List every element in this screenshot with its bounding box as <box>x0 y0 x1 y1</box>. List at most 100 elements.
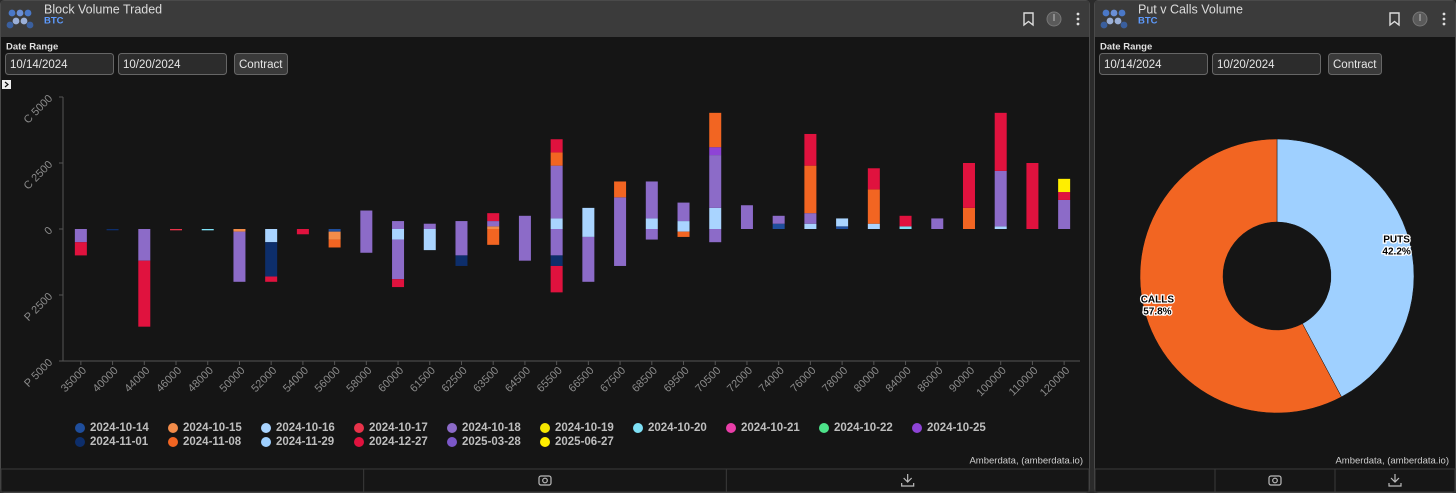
date-input[interactable] <box>1099 53 1208 75</box>
put-segment <box>74 242 87 256</box>
expand-toggle[interactable] <box>2 80 11 89</box>
call-segment <box>550 139 563 153</box>
call-segment <box>677 221 690 229</box>
put-segment <box>550 265 563 293</box>
put-segment <box>296 229 309 235</box>
legend-swatch[interactable] <box>540 423 550 433</box>
legend-label[interactable]: 2024-11-29 <box>276 436 334 448</box>
call-segment <box>772 215 785 224</box>
put-segment <box>328 231 341 240</box>
legend-label[interactable]: 2024-10-15 <box>183 422 242 434</box>
contract-button[interactable] <box>1328 53 1382 75</box>
legend-label[interactable]: 2024-10-19 <box>555 422 614 434</box>
put-segment <box>328 229 341 232</box>
panel-title: Put v Calls Volume <box>1138 2 1243 16</box>
put-segment <box>518 229 531 261</box>
put-segment <box>233 229 246 232</box>
legend-label[interactable]: 2024-10-17 <box>369 422 428 434</box>
download-icon[interactable] <box>1388 474 1402 487</box>
put-segment <box>201 229 214 231</box>
date-input[interactable] <box>1212 53 1321 75</box>
legend-label[interactable]: 2024-10-21 <box>741 422 800 434</box>
info-mark <box>1053 14 1055 21</box>
legend-label[interactable]: 2024-10-14 <box>90 422 149 434</box>
logo-dot <box>1118 9 1126 17</box>
put-segment <box>74 229 87 243</box>
put-segment <box>677 231 690 237</box>
contract-button[interactable] <box>234 53 288 75</box>
logo-dot <box>24 9 32 17</box>
legend-label[interactable]: 2024-10-16 <box>276 422 335 434</box>
legend-label[interactable]: 2025-06-27 <box>555 436 614 448</box>
call-segment <box>804 213 817 224</box>
legend-label[interactable]: 2024-11-01 <box>90 436 149 448</box>
put-segment <box>614 229 627 266</box>
date-input-value: 10/20/2024 <box>123 59 181 71</box>
legend-swatch[interactable] <box>633 423 643 433</box>
expand-arrow <box>4 81 9 88</box>
date-input-value: 10/14/2024 <box>1104 59 1162 71</box>
camera-icon[interactable] <box>538 475 552 486</box>
camera-icon[interactable] <box>1268 475 1282 486</box>
legend-swatch[interactable] <box>447 437 457 447</box>
legend-swatch[interactable] <box>75 423 85 433</box>
panel-asset: BTC <box>44 16 64 27</box>
bookmark-icon[interactable] <box>1389 12 1400 27</box>
legend-label[interactable]: 2024-11-08 <box>183 436 242 448</box>
legend-swatch[interactable] <box>726 423 736 433</box>
put-segment <box>265 242 278 277</box>
legend-swatch[interactable] <box>168 437 178 447</box>
logo-dot <box>1114 17 1122 25</box>
legend-label[interactable]: 2024-10-22 <box>834 422 893 434</box>
date-range-label: Date Range <box>1100 42 1152 53</box>
camera-lens <box>542 477 548 484</box>
call-segment <box>994 226 1007 229</box>
panel-header <box>1095 1 1455 37</box>
bookmark-icon[interactable] <box>1023 12 1034 27</box>
pie-slice[interactable] <box>1139 138 1342 414</box>
legend-label[interactable]: 2024-10-20 <box>648 422 707 434</box>
legend-swatch[interactable] <box>75 437 85 447</box>
put-segment <box>423 229 436 251</box>
legend-swatch[interactable] <box>168 423 178 433</box>
put-segment <box>170 229 183 231</box>
call-segment <box>804 165 817 214</box>
logo-dot <box>1100 21 1108 29</box>
legend-label[interactable]: 2024-10-25 <box>927 422 986 434</box>
logo-dot <box>8 9 16 17</box>
slice-value: 57.8% <box>1143 307 1171 318</box>
call-segment <box>487 221 500 227</box>
call-segment <box>867 189 880 224</box>
call-segment <box>772 223 785 229</box>
call-segment <box>709 147 722 156</box>
legend-swatch[interactable] <box>912 423 922 433</box>
legend-label[interactable]: 2024-12-27 <box>369 436 428 448</box>
legend-swatch[interactable] <box>447 423 457 433</box>
call-segment <box>487 213 500 222</box>
call-segment <box>550 218 563 229</box>
legend-swatch[interactable] <box>354 423 364 433</box>
date-input-value: 10/20/2024 <box>1217 59 1275 71</box>
call-segment <box>931 218 944 229</box>
call-segment <box>455 221 468 229</box>
download-icon[interactable] <box>901 474 915 487</box>
call-segment <box>1058 192 1071 200</box>
legend-swatch[interactable] <box>540 437 550 447</box>
date-input[interactable] <box>5 53 114 75</box>
call-segment <box>962 207 975 229</box>
call-segment <box>392 221 405 229</box>
date-input[interactable] <box>118 53 227 75</box>
legend-swatch[interactable] <box>261 423 271 433</box>
panel-header <box>1 1 1089 37</box>
legend-swatch[interactable] <box>354 437 364 447</box>
put-segment <box>582 236 595 282</box>
legend-swatch[interactable] <box>261 437 271 447</box>
legend-label[interactable]: 2024-10-18 <box>462 422 521 434</box>
legend-swatch[interactable] <box>819 423 829 433</box>
pie-slice[interactable] <box>1276 138 1415 398</box>
call-segment <box>614 197 627 229</box>
call-segment <box>994 112 1007 171</box>
legend-label[interactable]: 2025-03-28 <box>462 436 521 448</box>
logo-dot <box>1110 9 1118 17</box>
